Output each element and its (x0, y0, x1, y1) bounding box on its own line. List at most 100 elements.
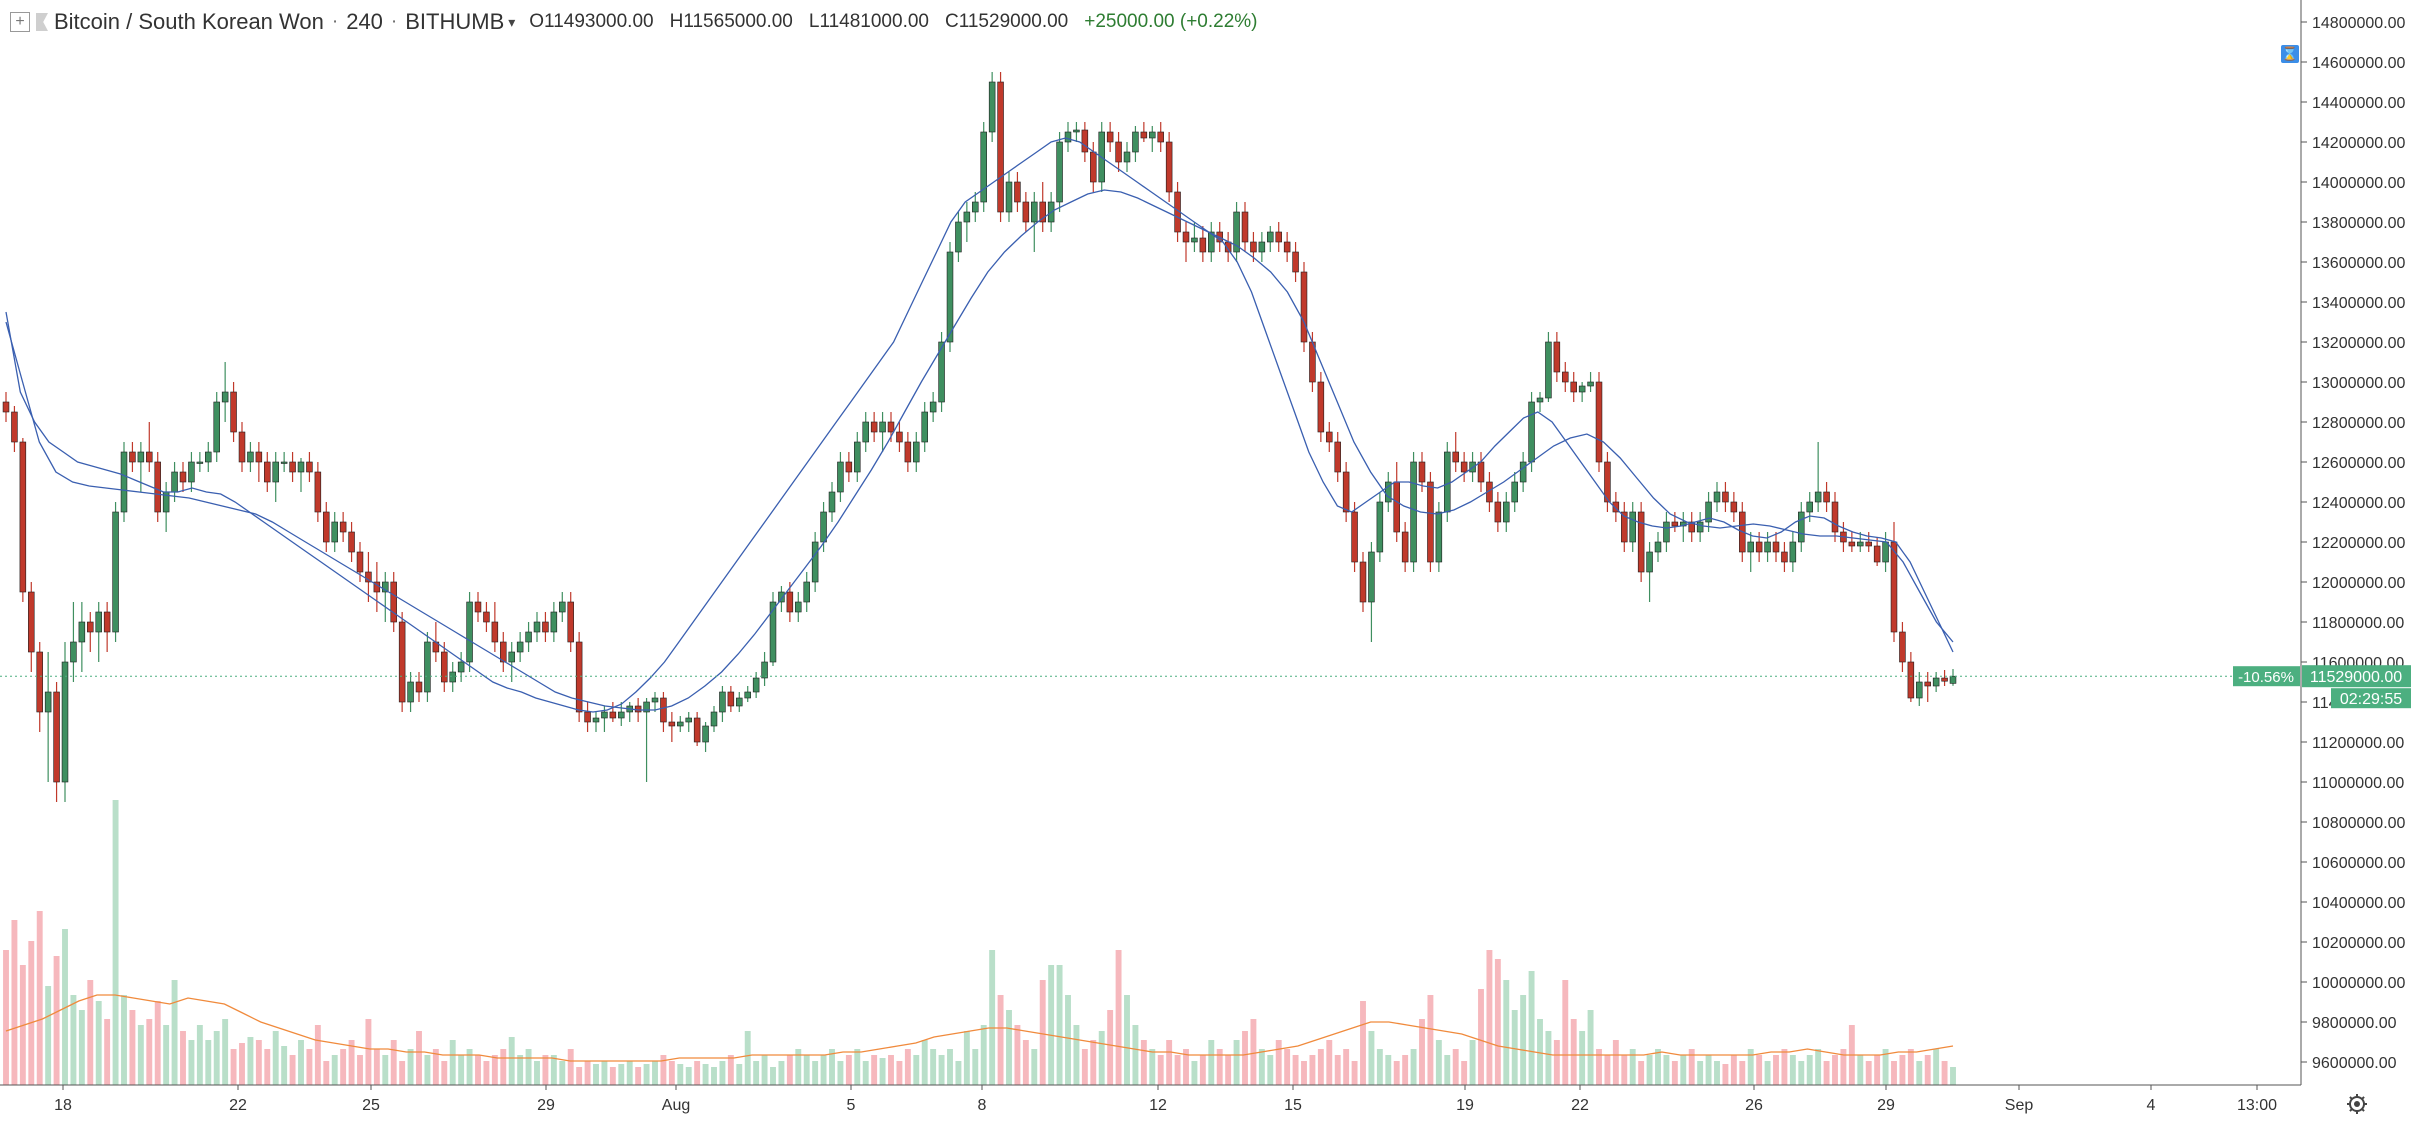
candle-body (1073, 129, 1080, 133)
candle-body (78, 621, 86, 643)
flag-icon[interactable] (36, 13, 48, 31)
candle-body (1334, 441, 1341, 473)
volume-bar (1756, 1055, 1763, 1085)
volume-bar (87, 980, 94, 1085)
hourglass-icon[interactable]: ⌛ (2281, 45, 2299, 63)
candle-body (449, 671, 456, 683)
candle-body (1157, 131, 1164, 143)
volume-bar (264, 1049, 271, 1085)
candle-body (424, 641, 431, 693)
candle-body (786, 591, 794, 613)
candle-body (584, 711, 591, 723)
volume-bar (1039, 980, 1046, 1085)
gear-icon[interactable] (2347, 1094, 2367, 1114)
separator-dot: · (331, 11, 339, 32)
volume-bar (163, 1025, 170, 1085)
candle-body (1629, 511, 1636, 543)
volume-bar (1941, 1061, 1948, 1085)
candle-body (1233, 211, 1240, 253)
volume-bar (930, 1049, 937, 1085)
candle-body (1545, 341, 1552, 399)
volume-bar (491, 1055, 498, 1085)
moving-average-fast (5, 137, 1954, 713)
volume-pane (3, 800, 1956, 1085)
volume-bar (1376, 1049, 1383, 1085)
candle-body (196, 461, 204, 464)
volume-bar (1343, 1049, 1350, 1085)
chevron-down-icon[interactable]: ▾ (508, 13, 516, 30)
volume-bar (1604, 1055, 1611, 1085)
candle-body (845, 461, 853, 473)
volume-bar (475, 1055, 481, 1085)
candle-body (592, 717, 600, 723)
candle-body (382, 581, 389, 593)
volume-bar (1326, 1040, 1333, 1085)
symbol-name[interactable]: Bitcoin / South Korean Won (54, 9, 324, 34)
volume-bar (938, 1055, 945, 1085)
time-tick-label: 22 (229, 1097, 247, 1114)
volume-bar (1781, 1049, 1788, 1085)
candle-body (1553, 341, 1561, 373)
volume-bar (154, 1001, 161, 1085)
candle-body (323, 511, 330, 543)
candle-body (879, 421, 886, 433)
candle-body (533, 621, 541, 633)
volume-bar (1444, 1055, 1451, 1085)
volume-bar (416, 1031, 422, 1085)
candle-body (811, 541, 819, 583)
candle-body (744, 691, 751, 699)
price-tick-label: 14600000.00 (2312, 55, 2406, 72)
candle-body (1789, 541, 1797, 563)
candle-body (1410, 461, 1417, 563)
volume-bar (432, 1049, 439, 1085)
candle-body (103, 611, 111, 633)
plus-square-icon[interactable]: + (10, 12, 30, 32)
candle-body (2, 401, 10, 413)
volume-bar (458, 1055, 465, 1085)
volume-bar (1621, 1055, 1628, 1085)
time-tick-label: 8 (978, 1097, 987, 1114)
exchange-label[interactable]: BITHUMB (405, 9, 505, 34)
candle-body (1106, 131, 1114, 143)
candle-body (559, 601, 566, 613)
candle-body (1064, 131, 1072, 143)
separator-dot: · (390, 11, 398, 32)
volume-bar (517, 1055, 524, 1085)
volume-bar (1907, 1049, 1914, 1085)
candle-body (769, 601, 777, 663)
volume-bar (1334, 1055, 1341, 1085)
volume-bar (1553, 1040, 1560, 1085)
volume-bar (1874, 1055, 1881, 1085)
volume-bar (1140, 1040, 1147, 1085)
candle-body (306, 461, 313, 473)
volume-bar (770, 1067, 776, 1085)
volume-bar (1393, 1061, 1400, 1085)
volume-bar (652, 1061, 658, 1085)
candle-body (365, 571, 372, 583)
candle-body (1612, 501, 1620, 513)
candle-body (854, 441, 861, 473)
volume-bar (1680, 1055, 1687, 1085)
candle-body (1882, 541, 1889, 563)
volume-bar (980, 1025, 987, 1085)
volume-bar (222, 1019, 229, 1085)
high-value: H11565000.00 (669, 11, 793, 32)
candle-body (1637, 511, 1645, 573)
volume-bar (609, 1067, 616, 1085)
interval-label[interactable]: 240 (346, 9, 383, 34)
candle-body (1705, 501, 1712, 523)
time-tick-label: 4 (2147, 1097, 2156, 1114)
price-tick-label: 11800000.00 (2312, 615, 2404, 632)
volume-bar (146, 1019, 153, 1085)
candle-body (1595, 381, 1603, 463)
candle-body (44, 691, 52, 713)
volume-bar (1275, 1040, 1282, 1085)
volume-bar (390, 1040, 397, 1085)
volume-bar (188, 1040, 195, 1085)
candle-body (407, 681, 414, 703)
volume-bar (820, 1055, 827, 1085)
candle-body (314, 471, 322, 513)
candle-body (87, 621, 94, 633)
